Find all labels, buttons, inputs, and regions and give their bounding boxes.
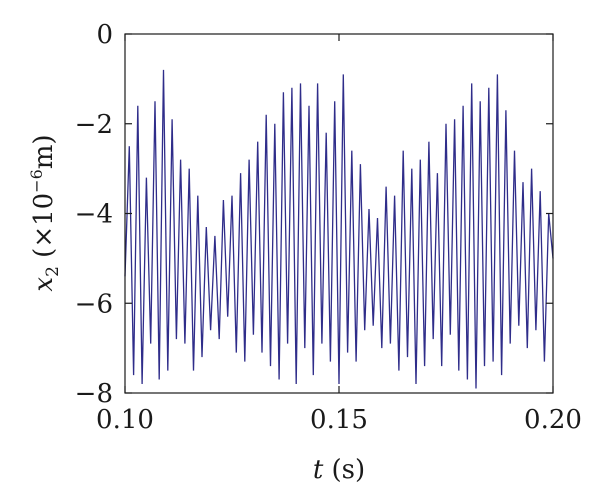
x-tick-label: 0.10 xyxy=(96,405,154,435)
x-axis-label: t (s) xyxy=(313,455,365,485)
series-line-0 xyxy=(124,69,554,389)
tick-label-layer: 0.10 0.15 0.20 0 −2 −4 −6 −8 xyxy=(75,20,582,435)
y-tick-label: −8 xyxy=(75,379,113,409)
y-tick-label: 0 xyxy=(96,20,113,50)
y-tick-label: −6 xyxy=(75,289,113,319)
series-layer xyxy=(124,69,554,389)
y-tick-label: −4 xyxy=(75,200,113,230)
y-tick-label: −2 xyxy=(75,110,113,140)
x-tick-label: 0.15 xyxy=(310,405,368,435)
y-axis-label: x2 (×10−6m) xyxy=(27,134,63,291)
tick-layer xyxy=(124,33,554,394)
x-tick-label: 0.20 xyxy=(524,405,582,435)
